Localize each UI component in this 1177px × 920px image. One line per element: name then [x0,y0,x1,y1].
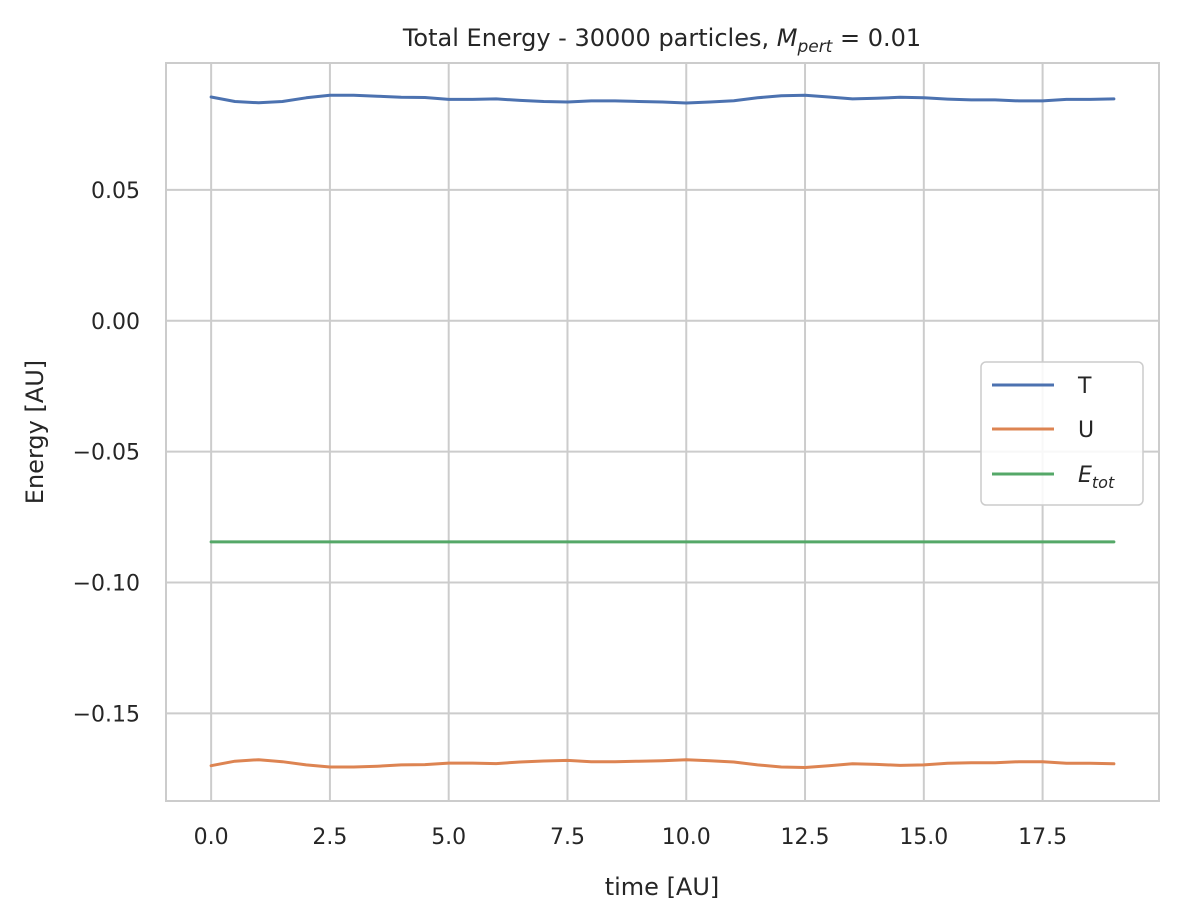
x-tick-label: 17.5 [1018,825,1067,850]
x-tick-labels: 0.0 2.5 5.0 7.5 10.0 12.5 15.0 17.5 [194,825,1067,850]
y-tick-label: −0.05 [73,441,140,466]
plot-frame [165,62,1160,802]
chart-title-suffix: = 0.01 [832,24,921,52]
y-tick-label: 0.05 [91,179,140,204]
series-line-t [209,93,1116,105]
legend-label-etot-base: E [1078,463,1092,488]
x-tick-label: 0.0 [194,825,229,850]
chart-title-math-base: M [777,24,798,52]
y-tick-label: −0.15 [73,702,140,727]
x-tick-label: 2.5 [312,825,347,850]
x-tick-label: 5.0 [431,825,466,850]
y-tick-label: −0.10 [73,571,140,596]
y-tick-label: 0.00 [91,310,140,335]
legend-box [980,361,1144,506]
x-tick-label: 12.5 [781,825,830,850]
chart-title-math-sub: pert [796,37,833,57]
x-tick-label: 10.0 [662,825,711,850]
y-axis-label: Energy [AU] [21,360,49,504]
x-tick-label: 7.5 [550,825,585,850]
series-lines [209,93,1116,769]
legend-label-t: T [1077,374,1092,399]
x-axis-label: time [AU] [605,873,720,901]
chart-title-prefix: Total Energy - 30000 particles, [402,24,777,52]
legend-label-etot: Etot [1078,463,1115,492]
legend-label-etot-sub: tot [1092,473,1115,492]
chart-title: Total Energy - 30000 particles, Mpert = … [402,24,921,57]
series-line-u [209,758,1116,769]
x-tick-label: 15.0 [899,825,948,850]
grid-lines [166,63,1159,801]
legend: T U Etot [980,361,1144,506]
y-tick-labels: 0.05 0.00 −0.05 −0.10 −0.15 [73,179,140,727]
legend-label-u: U [1078,418,1094,443]
